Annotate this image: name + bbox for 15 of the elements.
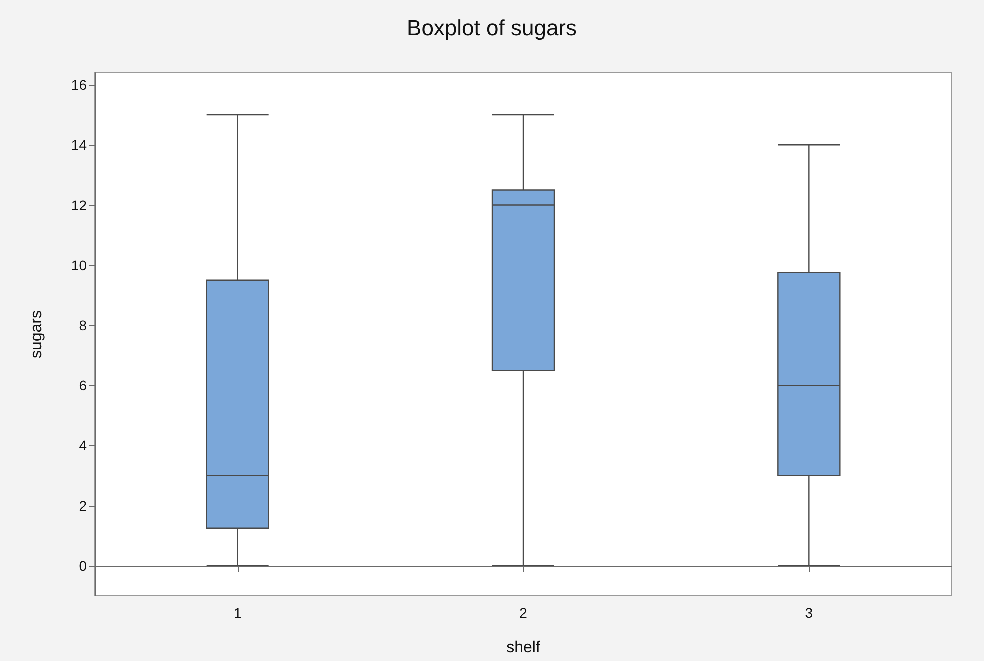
x-tick-label: 2: [520, 605, 528, 621]
y-tick-label: 16: [71, 77, 88, 94]
y-tick-label: 2: [79, 498, 88, 514]
y-tick-label: 12: [71, 197, 88, 214]
chart-title: Boxplot of sugars: [407, 16, 577, 40]
y-tick-label: 4: [79, 438, 88, 454]
x-axis-title: shelf: [506, 640, 541, 656]
x-tick-label: 3: [805, 605, 814, 621]
y-axis-title: sugars: [28, 310, 46, 359]
y-tick-label: 6: [79, 378, 88, 394]
y-tick-label: 14: [71, 137, 88, 154]
x-tick-label: 1: [234, 605, 242, 621]
y-tick-label: 0: [79, 558, 88, 574]
y-tick-label: 8: [79, 317, 88, 334]
y-tick-label: 10: [71, 257, 88, 274]
